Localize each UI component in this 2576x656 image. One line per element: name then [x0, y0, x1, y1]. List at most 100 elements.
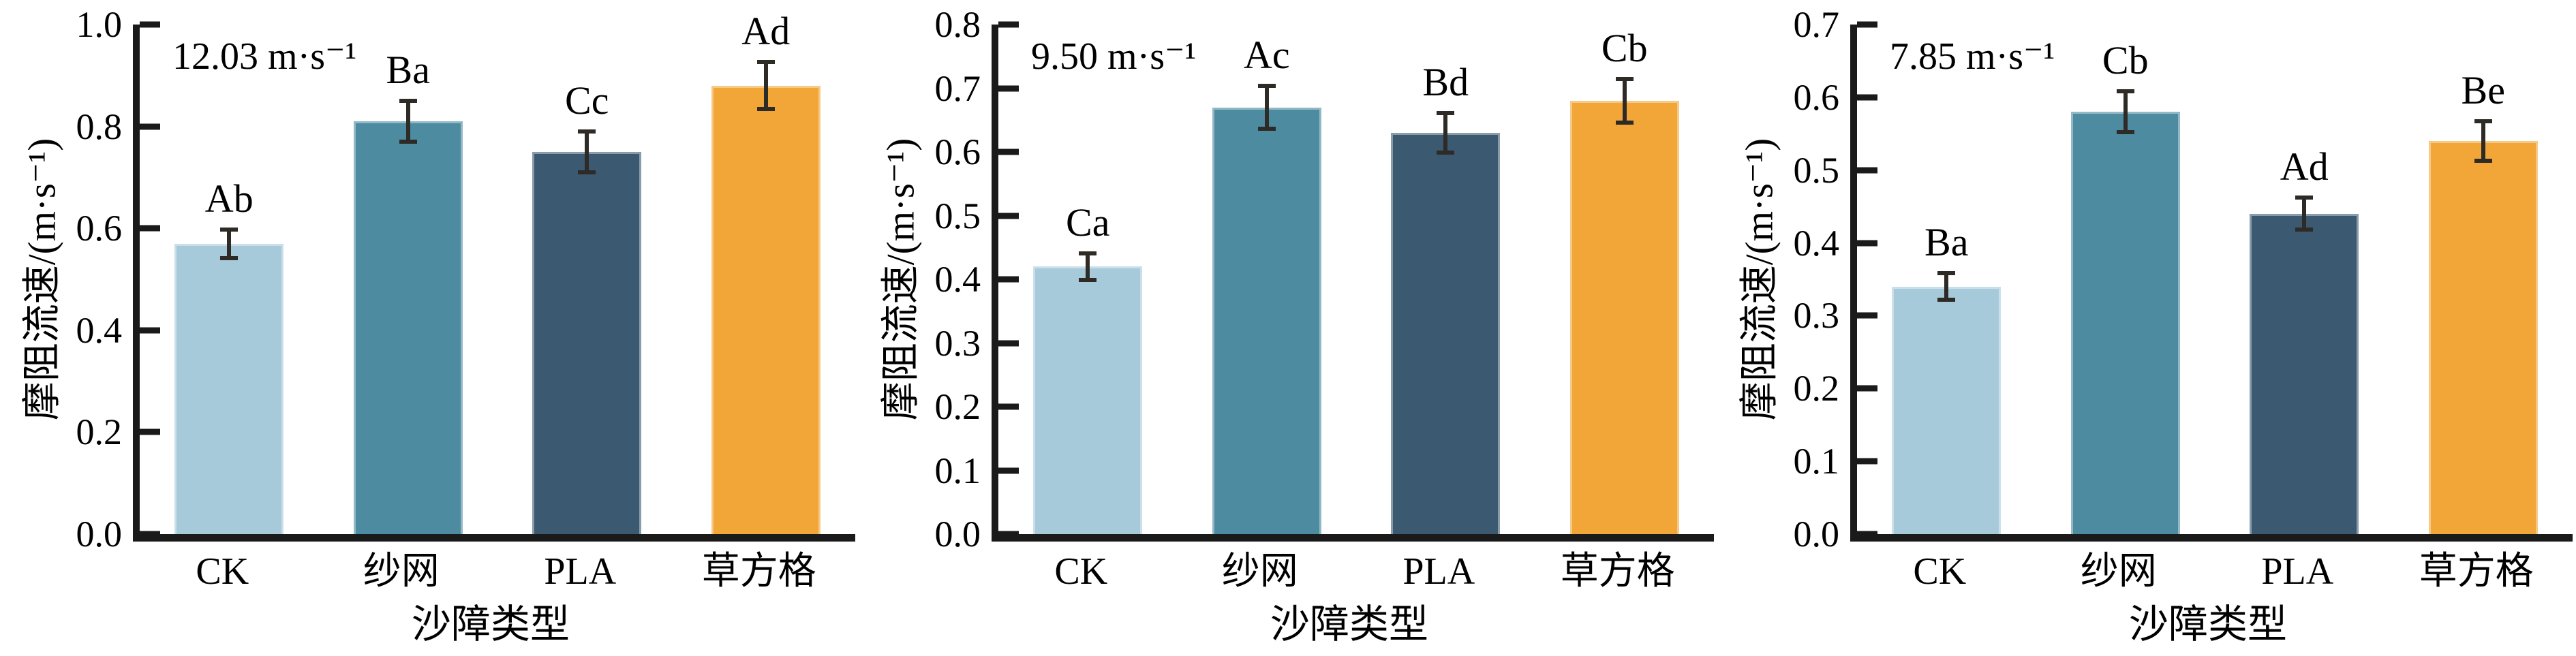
x-tick-label-CK: CK: [1054, 550, 1108, 593]
bar-草方格: [1569, 101, 1679, 534]
x-tick-label-草方格: 草方格: [2419, 550, 2534, 593]
y-tick-label: 0.1: [1793, 441, 1840, 482]
x-tick-label-PLA: PLA: [2261, 550, 2334, 593]
y-tick-mark: [1857, 312, 1877, 319]
error-bar-cap-top: [399, 99, 417, 104]
bar-CK: [1892, 286, 2002, 534]
y-tick-label: 0.2: [76, 411, 123, 453]
y-tick-label: 0.4: [1793, 222, 1840, 264]
wind-speed-annotation: 12.03 m·s⁻¹: [172, 35, 357, 78]
error-bar: [2123, 91, 2128, 133]
error-bar: [1086, 253, 1090, 280]
error-bar: [1944, 273, 1949, 300]
error-bar: [1443, 112, 1448, 153]
bar-纱网: [2070, 112, 2180, 534]
y-tick-label: 0.7: [934, 67, 981, 109]
y-tick-label: 0.7: [1793, 4, 1840, 45]
y-tick-mark: [140, 21, 160, 28]
error-bar: [585, 131, 589, 172]
bar-CK: [1033, 266, 1143, 534]
y-tick-label: 0.1: [934, 450, 981, 491]
bar-草方格: [2428, 140, 2538, 534]
error-bar-cap-top: [1437, 110, 1455, 115]
y-tick-mark: [998, 531, 1019, 537]
y-axis-title: 摩阻流速/(m·s⁻¹): [1738, 138, 1781, 421]
chart-panel-12.03: 摩阻流速/(m·s⁻¹) 12.03 m·s⁻¹ 0.0 0.2 0.4 0.6 0.8…: [0, 0, 859, 656]
error-bar-cap-top: [220, 227, 239, 232]
y-tick-label: 0.6: [1793, 76, 1840, 118]
y-tick-mark: [998, 21, 1019, 28]
error-bar-cap-top: [1937, 271, 1956, 276]
y-tick-mark: [140, 123, 160, 130]
y-tick-label: 0.2: [934, 386, 981, 427]
y-tick-mark: [140, 428, 160, 435]
y-tick-mark: [998, 340, 1019, 346]
y-tick-mark: [140, 531, 160, 537]
error-bar-cap-bottom: [1437, 150, 1455, 155]
significance-label: Cc: [565, 78, 609, 123]
y-tick-label: 0.0: [1793, 514, 1840, 555]
y-tick-label: 0.8: [76, 106, 123, 147]
x-tick-label-纱网: 纱网: [363, 550, 440, 593]
error-bar: [2481, 121, 2485, 161]
y-tick-label: 0.6: [934, 131, 981, 172]
x-tick-label-CK: CK: [1913, 550, 1967, 593]
significance-label: Cb: [1601, 26, 1648, 71]
error-bar-cap-top: [2474, 119, 2492, 124]
x-tick-label-草方格: 草方格: [701, 550, 816, 593]
y-tick-mark: [1857, 240, 1877, 247]
significance-label: Ca: [1066, 200, 1110, 245]
y-tick-label: 0.2: [1793, 368, 1840, 409]
error-bar: [405, 101, 410, 142]
y-tick-label: 0.3: [934, 322, 981, 364]
plot-area: 12.03 m·s⁻¹ 0.0 0.2 0.4 0.6 0.8 1.0 Ab Ba Cc Ad: [76, 6, 855, 552]
y-tick-mark: [1857, 167, 1877, 174]
x-axis-title: 沙障类型: [2128, 602, 2288, 646]
x-tick-label-CK: CK: [196, 550, 249, 593]
y-tick-mark: [998, 403, 1019, 410]
x-axis-title: 沙障类型: [1270, 602, 1429, 646]
error-bar-cap-top: [578, 129, 596, 134]
error-bar-cap-bottom: [399, 140, 417, 144]
x-tick-label-草方格: 草方格: [1560, 550, 1675, 593]
wind-speed-annotation: 7.85 m·s⁻¹: [1890, 35, 2055, 78]
significance-label: Cb: [2102, 38, 2149, 83]
error-bar-cap-bottom: [220, 255, 239, 260]
bar-PLA: [1391, 132, 1501, 534]
significance-label: Ad: [741, 9, 791, 54]
y-tick-label: 0.8: [934, 4, 981, 45]
significance-label: Ba: [1925, 220, 1969, 265]
chart-panel-7.85: 摩阻流速/(m·s⁻¹) 7.85 m·s⁻¹ 0.0 0.1 0.2 0.3 0.4 0…: [1717, 0, 2576, 656]
error-bar-cap-bottom: [1079, 277, 1097, 282]
y-tick-label: 0.5: [934, 195, 981, 236]
plot-area: 7.85 m·s⁻¹ 0.0 0.1 0.2 0.3 0.4 0.5 0.6 0.7 Ba Cb A…: [1794, 6, 2573, 552]
y-tick-label: 0.6: [76, 208, 123, 249]
error-bar: [1264, 85, 1269, 129]
y-tick-mark: [140, 327, 160, 334]
significance-label: Be: [2461, 68, 2505, 113]
y-tick-mark: [1857, 21, 1877, 28]
x-axis-title: 沙障类型: [411, 602, 570, 646]
significance-label: Ad: [2280, 144, 2329, 189]
x-tick-label-纱网: 纱网: [2080, 550, 2157, 593]
bar-纱网: [353, 121, 463, 534]
y-tick-label: 0.0: [934, 514, 981, 555]
bar-纱网: [1212, 107, 1321, 534]
y-tick-label: 0.3: [1793, 295, 1840, 337]
error-bar: [227, 229, 232, 258]
y-tick-mark: [1857, 458, 1877, 465]
y-tick-mark: [998, 467, 1019, 473]
error-bar-cap-top: [1257, 83, 1276, 88]
chart-panel-9.50: 摩阻流速/(m·s⁻¹) 9.50 m·s⁻¹ 0.0 0.1 0.2 0.3 0.4 0…: [859, 0, 1717, 656]
y-tick-label: 0.4: [76, 309, 123, 351]
y-tick-label: 0.4: [934, 259, 981, 300]
y-tick-label: 1.0: [76, 4, 123, 45]
error-bar-cap-top: [1079, 251, 1097, 255]
error-bar: [1622, 79, 1627, 123]
y-tick-mark: [998, 85, 1019, 91]
y-tick-mark: [998, 149, 1019, 155]
bar-CK: [174, 243, 284, 534]
error-bar-cap-bottom: [756, 107, 775, 112]
error-bar-cap-bottom: [1615, 120, 1634, 125]
